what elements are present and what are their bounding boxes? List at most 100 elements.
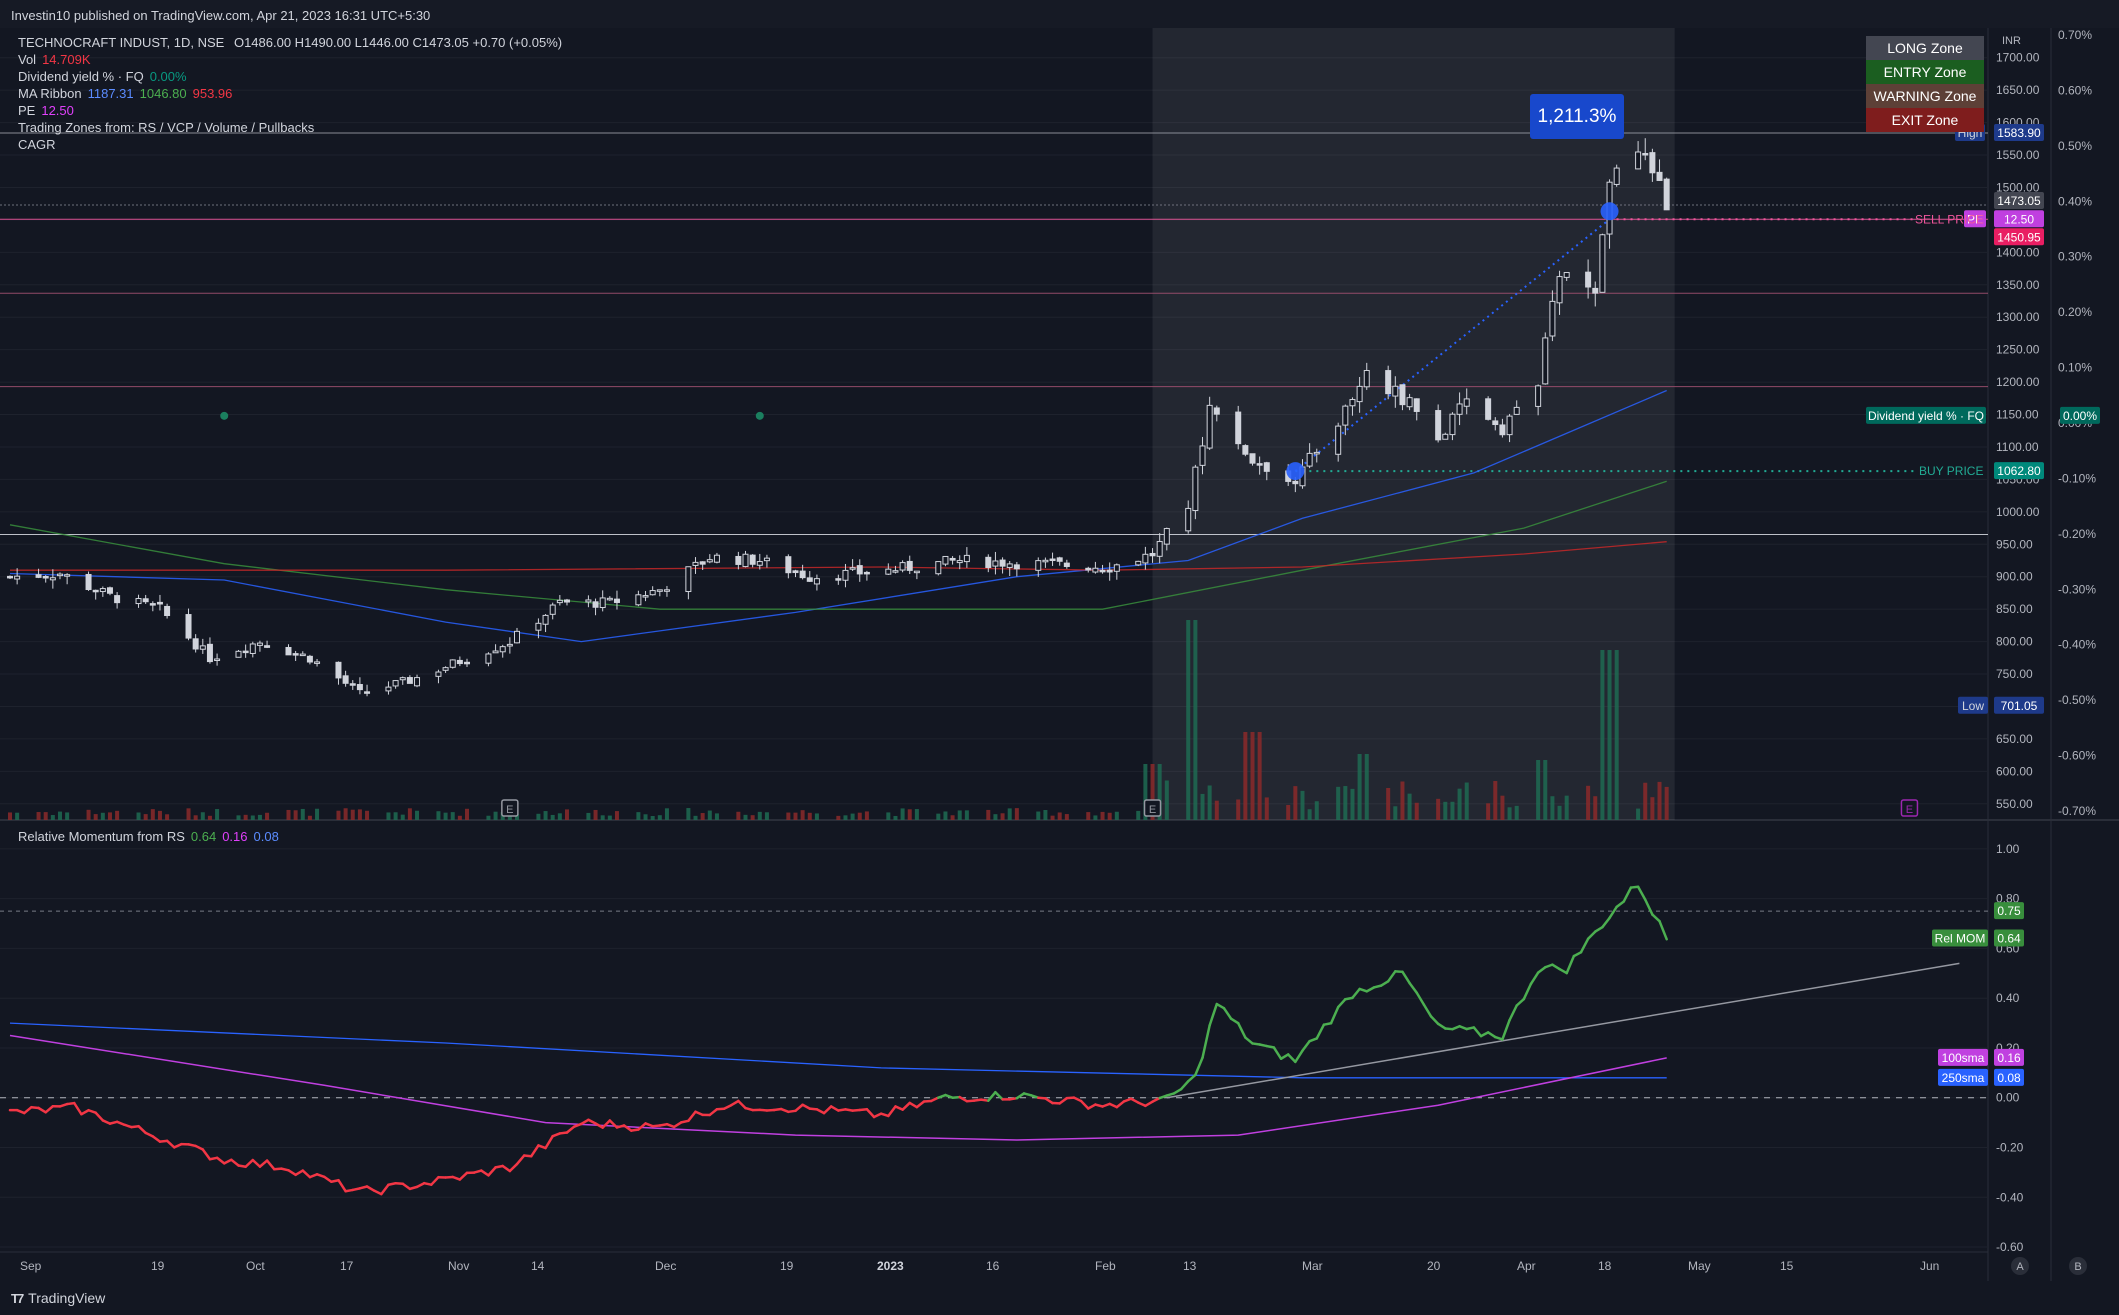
candle-body <box>1363 370 1370 388</box>
candle-body <box>1099 569 1106 573</box>
dividend-label: Dividend yield % · FQ <box>1868 409 1984 423</box>
rel-mom-segment <box>144 1131 155 1138</box>
price-tick-label: 1150.00 <box>1996 408 2039 422</box>
legend-cagr[interactable]: CAGR <box>18 137 62 152</box>
rel-mom-segment <box>879 1112 890 1118</box>
rel-mom-segment <box>1151 1096 1161 1103</box>
candle-body <box>1485 398 1492 420</box>
buy-marker[interactable] <box>1286 462 1305 481</box>
volume-bar <box>986 809 991 820</box>
legend-vol[interactable]: Vol 14.709K <box>18 52 97 67</box>
candle-body <box>1135 560 1142 566</box>
rel-mom-segment <box>337 1178 347 1193</box>
candle-body <box>663 589 670 592</box>
rel-mom-segment <box>1244 1036 1254 1045</box>
candle-body <box>306 655 313 663</box>
candle-body <box>1056 557 1063 562</box>
rel-mom-segment <box>908 1101 919 1109</box>
momentum-title: Relative Momentum from RS <box>18 829 185 844</box>
rel-mom-segment <box>722 1103 733 1110</box>
volume-bar <box>1057 812 1062 820</box>
rel-mom-segment <box>115 1120 126 1126</box>
volume-bar <box>1650 797 1655 820</box>
dividend-dot <box>755 411 764 420</box>
candle-body <box>935 561 942 575</box>
candle-body <box>1542 337 1549 385</box>
sell-price-value-box <box>1994 228 2044 246</box>
scale-button-a[interactable] <box>2011 1257 2029 1275</box>
volume-bar <box>593 809 598 820</box>
rel-mom-segment <box>537 1144 547 1150</box>
candle-body <box>1456 403 1463 415</box>
earnings-marker[interactable] <box>1143 799 1162 817</box>
momentum-legend[interactable]: Relative Momentum from RS 0.64 0.16 0.08 <box>18 829 285 844</box>
relmom-value-box <box>1994 929 2024 947</box>
rel-mom-segment <box>1179 1079 1190 1091</box>
volume-bar <box>1414 802 1419 820</box>
scale-button-label: A <box>2016 1261 2024 1273</box>
sell-marker[interactable] <box>1600 202 1619 221</box>
price-tick-label: 650.00 <box>1996 732 2033 746</box>
rel-mom-segment <box>365 1185 376 1192</box>
volume-bar <box>1393 806 1398 820</box>
candle-body <box>1149 552 1156 557</box>
time-tick-label: May <box>1688 1259 1711 1273</box>
rel-mom-segment <box>58 1102 69 1108</box>
rel-mom-segment <box>415 1181 426 1189</box>
volume-bar <box>850 813 855 820</box>
rel-mom-segment <box>1236 1021 1247 1039</box>
volume-bar <box>664 808 669 820</box>
candle-body <box>235 650 242 658</box>
candle-body <box>156 601 163 605</box>
ma-value-2: 1046.80 <box>139 86 187 101</box>
candle-body <box>613 598 620 603</box>
candle-body <box>585 599 592 603</box>
volume-bar <box>1264 797 1269 820</box>
volume-bar <box>215 809 220 820</box>
volume-bar <box>50 815 55 820</box>
candle-body <box>192 638 199 650</box>
volume-bar <box>1536 760 1541 820</box>
candle-body <box>856 565 863 575</box>
pe-value-box <box>1994 210 2044 228</box>
volume-bar <box>614 811 619 820</box>
volume-bar <box>1400 781 1405 820</box>
candle-body <box>1435 410 1442 441</box>
legend-pe[interactable]: PE 12.50 <box>18 103 80 118</box>
volume-bar <box>157 810 162 820</box>
cagr-label: CAGR <box>18 137 56 152</box>
rel-mom-segment <box>1472 1026 1483 1038</box>
momentum-value-2: 0.16 <box>222 829 248 844</box>
candle-body <box>335 661 342 679</box>
earnings-marker[interactable] <box>501 799 519 817</box>
trade-connector-line <box>1294 218 1611 472</box>
rel-mom-segment <box>1329 1005 1340 1025</box>
earnings-marker[interactable] <box>1900 799 1919 817</box>
candle-body <box>1156 541 1163 557</box>
momentum-value-1: 0.64 <box>190 829 217 844</box>
volume-bar <box>693 815 698 820</box>
candle-body <box>299 653 306 657</box>
legend-zones[interactable]: Trading Zones from: RS / VCP / Volume / … <box>18 120 320 135</box>
volume-bar <box>400 814 405 820</box>
rel-mom-segment <box>251 1158 262 1168</box>
volume-bar <box>1236 799 1241 820</box>
price-tick-label: 800.00 <box>1996 635 2033 649</box>
candle-body <box>1635 151 1642 170</box>
volume-bar <box>1643 782 1648 820</box>
candle-body <box>1506 415 1513 436</box>
price-tick-label: 900.00 <box>1996 570 2033 584</box>
rel-mom-segment <box>1501 1018 1511 1041</box>
rel-mom-segment <box>451 1175 462 1181</box>
rel-mom-segment <box>1436 1022 1447 1030</box>
volume-bar <box>415 810 420 820</box>
sma100-value-box <box>1994 1048 2024 1066</box>
momentum-level-value-box <box>1994 902 2024 920</box>
volume-bar <box>457 815 462 820</box>
scale-button-b[interactable] <box>2069 1257 2087 1275</box>
legend-ma-ribbon[interactable]: MA Ribbon 1187.31 1046.80 953.96 <box>18 86 238 101</box>
symbol-title[interactable]: TECHNOCRAFT INDUST, 1D, NSE <box>18 35 225 50</box>
tradingview-brand[interactable]: T7 TradingView <box>11 1290 105 1306</box>
legend-dividend[interactable]: Dividend yield % · FQ 0.00% <box>18 69 193 84</box>
